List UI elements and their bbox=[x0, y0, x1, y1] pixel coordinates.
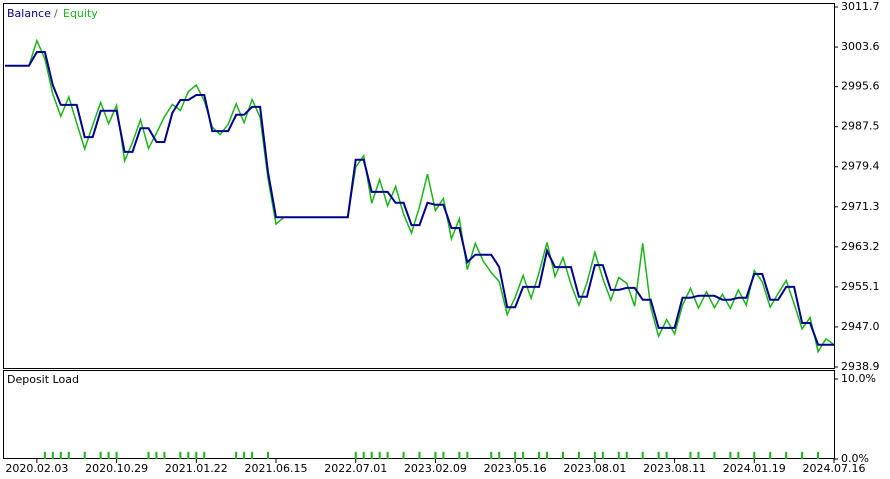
load-bar bbox=[601, 451, 604, 459]
load-bar bbox=[522, 451, 525, 459]
x-tick-label: 2023.05.16 bbox=[484, 462, 547, 475]
load-bar bbox=[753, 451, 756, 459]
x-tick-label: 2022.07.01 bbox=[324, 462, 387, 475]
load-bar bbox=[817, 451, 820, 459]
x-tick-label: 2023.08.01 bbox=[563, 462, 626, 475]
legend-separator: / bbox=[54, 7, 58, 20]
load-bar bbox=[442, 451, 445, 459]
load-bar bbox=[641, 451, 644, 459]
load-bar bbox=[577, 451, 580, 459]
x-tick-label: 2021.06.15 bbox=[245, 462, 308, 475]
load-bar bbox=[769, 451, 772, 459]
series-line bbox=[5, 38, 835, 354]
y-tick-label: 2971.3 bbox=[841, 200, 880, 213]
price-panel-frame bbox=[3, 3, 835, 369]
x-tick-label: 2021.01.22 bbox=[165, 462, 228, 475]
load-bar bbox=[155, 451, 158, 459]
load-bar bbox=[163, 451, 166, 459]
load-bar bbox=[458, 451, 461, 459]
load-bar bbox=[107, 451, 110, 459]
load-bar bbox=[203, 451, 206, 459]
load-bar bbox=[179, 451, 182, 459]
x-tick-label: 2023.02.09 bbox=[404, 462, 467, 475]
x-tick-label: 2024.01.19 bbox=[723, 462, 786, 475]
load-bar bbox=[51, 451, 54, 459]
x-tick-label: 2023.08.11 bbox=[643, 462, 706, 475]
load-bar bbox=[187, 451, 190, 459]
load-bar bbox=[689, 451, 692, 459]
load-bar bbox=[235, 451, 238, 459]
load-bar bbox=[67, 451, 70, 459]
y-tick-label: 2938.9 bbox=[841, 360, 880, 373]
y-tick-label: 3011.7 bbox=[841, 0, 880, 13]
load-bar bbox=[99, 451, 102, 459]
load-bar bbox=[434, 451, 437, 459]
load-bar bbox=[801, 451, 804, 459]
load-bar bbox=[729, 451, 732, 459]
series-line bbox=[5, 51, 834, 346]
load-bar bbox=[657, 451, 660, 459]
load-bar bbox=[593, 451, 596, 459]
load-bar bbox=[195, 451, 198, 459]
load-bar bbox=[561, 451, 564, 459]
load-bar bbox=[243, 451, 246, 459]
load-bar bbox=[785, 451, 788, 459]
load-bar bbox=[697, 451, 700, 459]
load-bar bbox=[378, 451, 381, 459]
y-tick-label: 3003.6 bbox=[841, 40, 880, 53]
y-tick-label: 10.0% bbox=[841, 372, 876, 385]
load-bar bbox=[251, 451, 254, 459]
load-bar bbox=[514, 451, 517, 459]
x-tick-label: 2024.07.16 bbox=[803, 462, 866, 475]
load-bar bbox=[418, 451, 421, 459]
load-bar bbox=[354, 451, 357, 459]
legend-balance: Balance bbox=[7, 7, 51, 20]
x-tick-label: 2020.10.29 bbox=[85, 462, 148, 475]
legend-equity: Equity bbox=[63, 7, 98, 20]
legend: Balance / Equity bbox=[7, 7, 98, 20]
y-tick-label: 2947.0 bbox=[841, 320, 880, 333]
y-tick-label: 2963.2 bbox=[841, 240, 880, 253]
load-bar bbox=[737, 451, 740, 459]
load-bar bbox=[713, 451, 716, 459]
load-bar bbox=[617, 451, 620, 459]
load-bar bbox=[267, 451, 270, 459]
y-tick-label: 0.0% bbox=[841, 452, 869, 465]
load-bar bbox=[43, 451, 46, 459]
x-tick-label: 2020.02.03 bbox=[5, 462, 68, 475]
load-bar bbox=[362, 451, 365, 459]
load-bar bbox=[386, 451, 389, 459]
load-panel-frame bbox=[3, 370, 835, 459]
load-bar bbox=[490, 451, 493, 459]
load-bar bbox=[665, 451, 668, 459]
load-bar bbox=[83, 451, 86, 459]
y-tick-label: 2987.5 bbox=[841, 120, 880, 133]
y-tick-label: 2955.1 bbox=[841, 280, 880, 293]
load-bar bbox=[625, 451, 628, 459]
y-tick-label: 2995.6 bbox=[841, 80, 880, 93]
load-bar bbox=[546, 451, 549, 459]
panel-title: Deposit Load bbox=[7, 373, 79, 386]
load-bar bbox=[147, 451, 150, 459]
load-bar bbox=[370, 451, 373, 459]
y-tick-label: 2979.4 bbox=[841, 160, 880, 173]
load-bar bbox=[466, 451, 469, 459]
load-bar bbox=[59, 451, 62, 459]
load-bar bbox=[115, 451, 118, 459]
load-bar bbox=[402, 451, 405, 459]
load-bar bbox=[498, 451, 501, 459]
load-bar bbox=[538, 451, 541, 459]
